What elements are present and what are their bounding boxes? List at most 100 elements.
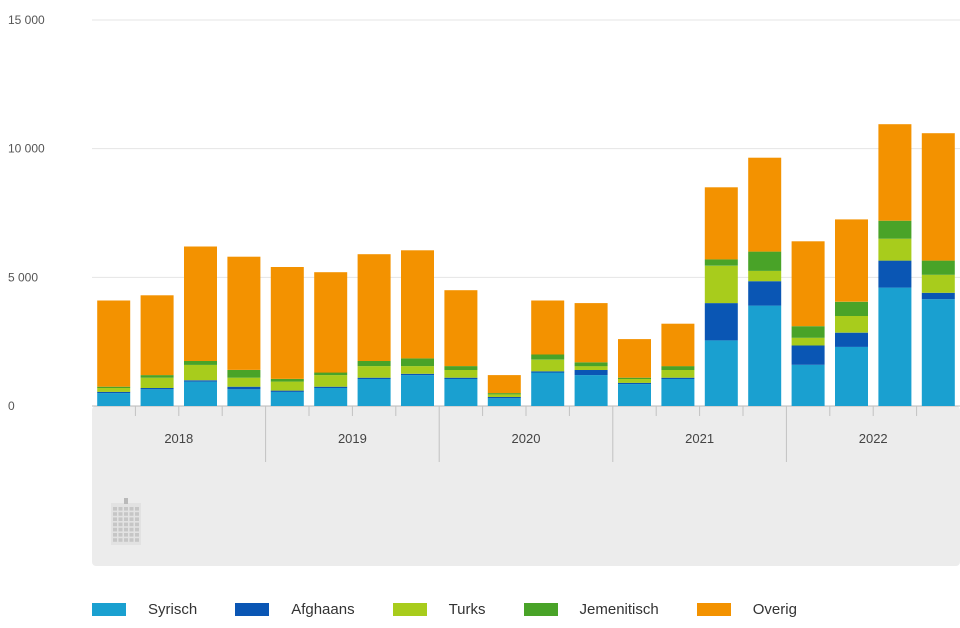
legend-item-jemenitisch[interactable]: Jemenitisch: [523, 601, 659, 618]
calendar-icon-cell: [118, 533, 123, 537]
calendar-icon-cell: [113, 527, 117, 532]
bar-segment: [184, 364, 217, 381]
calendar-icon-grid: [113, 507, 139, 542]
calendar-icon-cell: [135, 517, 139, 521]
calendar-icon-cell: [118, 538, 123, 542]
calendar-icon-cell: [129, 507, 134, 511]
bar-segment: [357, 254, 391, 361]
bar-segment: [270, 267, 304, 379]
calendar-icon-cell: [124, 527, 128, 532]
calendar-icon-cell: [118, 517, 123, 521]
bar-segment: [878, 260, 912, 288]
bar-segment: [921, 260, 955, 275]
calendar-icon-cell: [113, 538, 117, 542]
calendar-icon-cell: [135, 527, 139, 532]
bar-segment: [314, 388, 348, 406]
bar-segment: [184, 361, 217, 365]
bar-segment: [574, 375, 608, 406]
calendar-icon-cell: [124, 533, 128, 537]
calendar-icon[interactable]: [111, 498, 141, 545]
legend-item-turks[interactable]: Turks: [392, 601, 486, 618]
calendar-icon-cell: [118, 507, 123, 511]
legend-item-afghaans[interactable]: Afghaans: [235, 601, 355, 618]
bar-segment: [791, 364, 825, 406]
bar-segment: [531, 371, 565, 373]
calendar-icon-cell: [124, 507, 128, 511]
bar-segment: [357, 366, 391, 378]
bar-segment: [314, 272, 348, 373]
bar-segment: [487, 393, 521, 395]
bar-segment: [314, 375, 348, 387]
bar-segment: [227, 377, 261, 387]
bar-segment: [401, 373, 434, 376]
bar-segment: [835, 301, 868, 316]
bar-segment: [574, 370, 608, 376]
calendar-icon-cell: [113, 522, 117, 527]
bar-segment: [97, 388, 131, 392]
bar-segment: [487, 398, 521, 406]
bar-segment: [227, 256, 261, 370]
bar-segment: [921, 133, 955, 261]
calendar-icon-cell: [135, 538, 139, 542]
bar-segment: [878, 220, 912, 239]
legend-swatch: [235, 603, 270, 616]
bar-segment: [531, 354, 565, 360]
y-tick-label: 5 000: [8, 270, 38, 284]
bar-segment: [184, 381, 217, 406]
calendar-icon-cell: [129, 512, 134, 516]
calendar-icon-cell: [113, 507, 117, 511]
bar-segment: [140, 295, 174, 376]
bar-segment: [661, 379, 695, 406]
bar-segment: [531, 300, 565, 355]
bar-segment: [531, 359, 565, 372]
bar-segment: [531, 372, 565, 406]
bar-segment: [357, 379, 391, 406]
bar-segment: [704, 265, 738, 304]
bar-segment: [227, 389, 261, 406]
calendar-icon-cell: [129, 522, 134, 527]
bar-segment: [444, 366, 478, 370]
bar-segment: [401, 358, 434, 367]
bar-segment: [314, 386, 348, 388]
bar-segment: [140, 377, 174, 388]
bar-segment: [574, 362, 608, 367]
bar-segment: [878, 238, 912, 261]
legend-label: Syrisch: [148, 601, 198, 618]
bar-segment: [184, 246, 217, 361]
bar-segment: [487, 375, 521, 394]
bar-segment: [97, 391, 131, 394]
x-tick-label: 2019: [338, 431, 367, 446]
legend-item-syrisch[interactable]: Syrisch: [92, 601, 197, 618]
calendar-icon-cell: [124, 517, 128, 521]
calendar-icon-tab: [124, 498, 128, 504]
legend-label: Turks: [448, 601, 486, 618]
x-tick-label: 2018: [164, 431, 193, 446]
bar-segment: [97, 386, 131, 388]
bar-segment: [357, 377, 391, 379]
bar-segment: [618, 384, 651, 406]
bar-segment: [704, 303, 738, 341]
legend-swatch: [92, 603, 126, 616]
calendar-icon-cell: [118, 512, 123, 516]
bar-segment: [791, 345, 825, 365]
bar-segment: [487, 394, 521, 397]
bar-segment: [748, 157, 782, 252]
bar-segment: [661, 366, 695, 370]
x-tick-label: 2022: [859, 431, 888, 446]
legend-label: Afghaans: [291, 601, 355, 618]
y-tick-label: 0: [8, 399, 15, 413]
bar-segment: [401, 375, 434, 406]
bar-segment: [878, 124, 912, 221]
legend-item-overig[interactable]: Overig: [696, 601, 797, 618]
bar-segment: [835, 346, 868, 406]
calendar-icon-cell: [129, 538, 134, 542]
legend: Syrisch Afghaans Turks Jemenitisch Overi…: [92, 601, 835, 618]
bar-segment: [704, 259, 738, 266]
navigator-panel: [92, 406, 960, 566]
legend-swatch: [696, 603, 731, 616]
calendar-icon-cell: [118, 527, 123, 532]
bar-segment: [748, 305, 782, 406]
bar-segment: [401, 366, 434, 374]
